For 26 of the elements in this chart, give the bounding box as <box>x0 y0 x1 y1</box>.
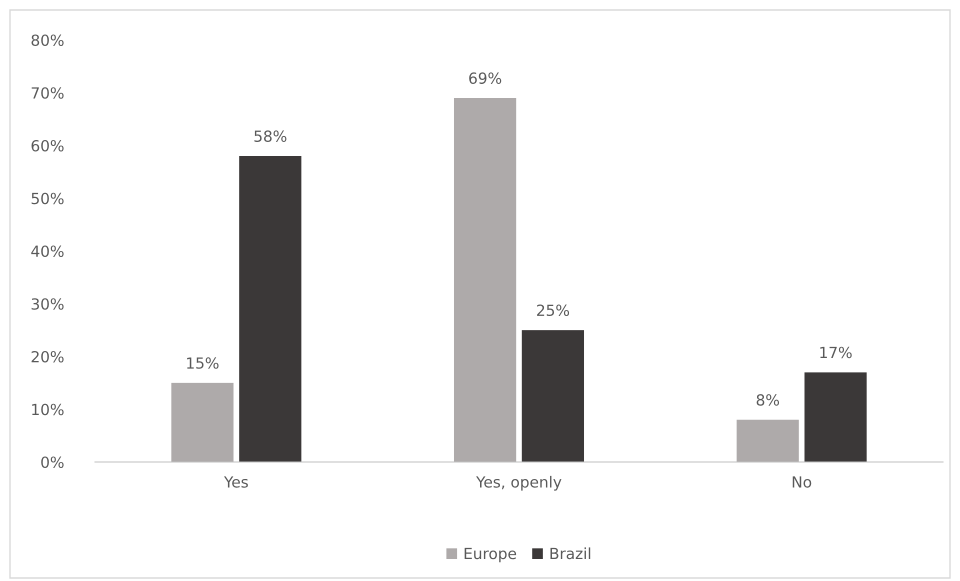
bar <box>522 330 584 462</box>
data-label: 25% <box>537 304 570 316</box>
bar <box>804 372 867 462</box>
y-tick-label: 50% <box>32 192 64 204</box>
bar <box>239 156 302 462</box>
bar <box>454 98 516 462</box>
data-label: 58% <box>254 130 286 142</box>
y-tick-label: 10% <box>32 404 64 416</box>
x-tick-label: Yes <box>224 476 248 488</box>
bar <box>171 382 234 462</box>
x-tick-label: Yes, openly <box>476 476 562 491</box>
y-tick-label: 60% <box>32 140 64 152</box>
legend-label: Brazil <box>550 547 590 560</box>
data-label: 17% <box>820 346 852 358</box>
data-label: 69% <box>469 72 502 84</box>
y-tick-label: 30% <box>32 298 64 310</box>
data-label: 8% <box>756 394 780 406</box>
data-label: 15% <box>187 357 219 369</box>
x-tick-label: No <box>792 476 812 488</box>
y-tick-label: 20% <box>32 350 64 363</box>
bar <box>736 420 799 462</box>
y-tick-label: 80% <box>32 34 64 46</box>
y-tick-label: 0% <box>41 456 64 468</box>
legend-label: Europe <box>464 548 516 562</box>
y-tick-label: 40% <box>31 245 64 258</box>
y-tick-label: 70% <box>32 87 64 99</box>
